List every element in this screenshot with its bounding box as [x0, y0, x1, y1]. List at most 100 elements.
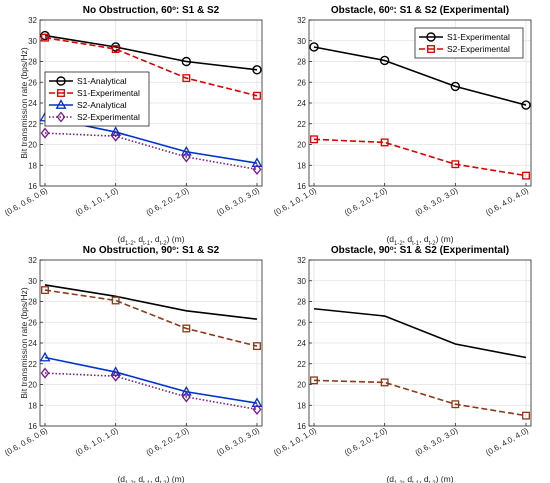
data-point: [111, 45, 120, 53]
chart-title: No Obstruction, 90o: S1 & S2: [83, 245, 220, 256]
series-line: [44, 284, 258, 320]
series-2: [41, 33, 261, 100]
chart-title: Obstacle, 60o: S1 & S2 (Experimental): [331, 5, 509, 16]
x-tick-label: (0.6, 1.0, 1.0): [74, 426, 120, 458]
y-tick-label: 22: [297, 120, 306, 129]
legend-label: S1-Experimental: [77, 88, 140, 98]
y-axis-label: Bit transmission rate (bps/Hz): [19, 47, 29, 159]
y-tick-label: 24: [28, 99, 37, 108]
y-tick-label: 32: [28, 16, 37, 25]
data-point: [40, 30, 50, 41]
y-tick-label: 18: [28, 401, 37, 410]
data-point: [181, 56, 192, 67]
series-line: [44, 34, 258, 71]
y-tick-label: 30: [297, 37, 306, 46]
x-tick-label: (0.6, 4.0, 4.0): [484, 426, 530, 458]
series-1: [309, 42, 531, 110]
y-tick-label: 18: [28, 161, 37, 170]
legend-label: S1-Experimental: [447, 32, 510, 42]
legend: S1-Experimental S2-Experimental: [414, 27, 524, 59]
x-tick-label: (0.6, 1.0, 1.0): [272, 186, 318, 218]
series-line: [313, 46, 527, 106]
series-1: [40, 30, 262, 75]
y-tick-label: 32: [297, 16, 306, 25]
x-axis-label: (d1-2, dt-1, dt-2) (m): [386, 474, 453, 483]
data-point: [110, 42, 121, 52]
chart-panel-4: 16 18 20 22 24 26 28 30 32 (0.6, 1.0, 1.0) (0.6, 2…: [272, 245, 532, 483]
series-line: [313, 138, 527, 177]
x-tick-label: (0.6, 2.0, 2.0): [343, 186, 389, 218]
grid-lines: [40, 259, 262, 427]
data-point: [522, 171, 530, 180]
data-point: [56, 76, 66, 86]
y-tick-label: 28: [297, 298, 306, 307]
series-2: [41, 286, 261, 351]
data-point: [180, 145, 192, 156]
data-point: [451, 400, 460, 409]
chart-panel-1: 16 18 20 22 24 26 28 30 32 (0.6, 0.6, 0.6) (0.6, 1…: [3, 5, 263, 247]
x-tick-label: (0.6, 1.0, 1.0): [74, 186, 120, 218]
y-tick-label: 18: [297, 161, 306, 170]
data-point: [252, 403, 262, 415]
y-tick-label: 20: [297, 141, 306, 150]
chart-title: Obstacle, 90o: S1 & S2 (Experimental): [331, 245, 509, 256]
series-1: [44, 284, 258, 320]
legend-label: S1-Analytical: [77, 76, 127, 86]
data-point: [180, 385, 192, 396]
y-tick-label: 30: [297, 277, 306, 286]
x-tick-label: (0.6, 2.0, 2.0): [145, 186, 191, 218]
data-point: [253, 342, 261, 351]
y-tick-label: 24: [297, 99, 306, 108]
series-line: [44, 372, 258, 411]
y-tick-label: 32: [28, 256, 37, 265]
series-2: [310, 376, 530, 420]
y-tick-label: 16: [28, 422, 37, 431]
data-point: [309, 42, 319, 52]
y-tick-label: 22: [28, 120, 37, 129]
data-point: [56, 111, 66, 123]
series-4: [40, 367, 262, 415]
x-axis-label: (d1-2, dt-1, dt-2) (m): [386, 234, 453, 247]
x-axis-label: (d1-2, dt-1, dt-2) (m): [117, 474, 184, 483]
y-tick-label: 28: [28, 298, 37, 307]
x-tick-label: (0.6, 3.0, 3.0): [215, 186, 261, 218]
data-point: [379, 55, 390, 66]
data-point: [111, 370, 121, 382]
data-point: [111, 296, 120, 305]
y-tick-label: 26: [28, 78, 37, 87]
y-tick-label: 16: [297, 422, 306, 431]
legend-label: S2-Experimental: [447, 44, 510, 54]
y-tick-label: 30: [28, 37, 37, 46]
chart-panel-2: 16 18 20 22 24 26 28 30 32 (0.6, 1.0, 1.0) (0.6, 2…: [272, 5, 532, 247]
data-point: [181, 391, 191, 403]
series-line: [313, 379, 527, 417]
y-tick-label: 22: [297, 360, 306, 369]
chart-panel-3: 16 18 20 22 24 26 28 30 32 (0.6, 0.6, 0.6) (0.6, 1…: [3, 245, 263, 483]
y-tick-label: 28: [28, 58, 37, 67]
y-tick-label: 22: [28, 360, 37, 369]
series-line: [313, 307, 527, 359]
data-point: [380, 378, 389, 387]
y-tick-label: 32: [297, 256, 306, 265]
series-line: [44, 132, 258, 171]
y-axis-label: Bit transmission rate (bps/Hz): [19, 287, 29, 399]
data-point: [181, 151, 191, 163]
data-point: [40, 367, 50, 379]
data-point: [427, 45, 435, 53]
y-tick-label: 16: [297, 182, 306, 191]
y-tick-label: 26: [297, 318, 306, 327]
data-point: [111, 130, 121, 142]
y-tick-label: 28: [297, 58, 306, 67]
data-point: [40, 127, 50, 139]
series-2: [310, 135, 530, 180]
data-point: [110, 366, 122, 376]
grid-lines: [309, 259, 531, 427]
x-tick-label: (0.6, 2.0, 2.0): [145, 426, 191, 458]
legend-label: S2-Experimental: [77, 112, 140, 122]
x-tick-label: (0.6, 0.6, 0.6): [3, 426, 49, 458]
y-tick-label: 16: [28, 182, 37, 191]
series-1: [313, 307, 527, 359]
y-tick-label: 26: [28, 318, 37, 327]
data-point: [451, 160, 460, 169]
